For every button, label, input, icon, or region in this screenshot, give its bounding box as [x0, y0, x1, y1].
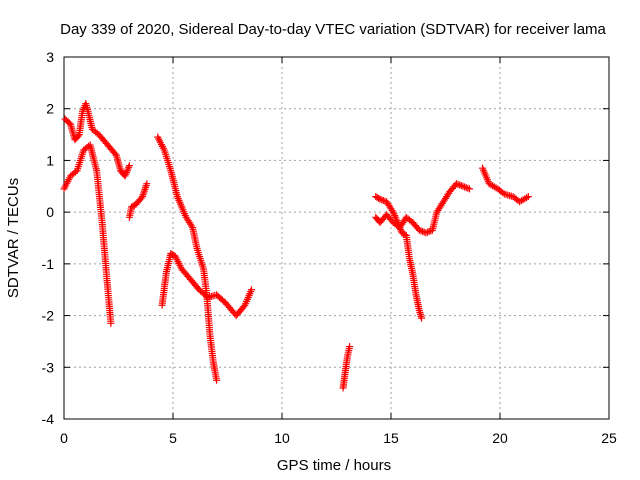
data-point: [456, 181, 464, 189]
y-tick-label: -2: [42, 308, 55, 324]
data-points: [60, 100, 532, 392]
data-point: [346, 343, 354, 351]
data-point: [123, 167, 131, 175]
data-point: [107, 319, 115, 327]
x-axis-label: GPS time / hours: [277, 457, 391, 474]
data-point: [247, 286, 255, 294]
data-point: [378, 196, 386, 204]
y-tick-label: -3: [42, 359, 55, 375]
y-tick-labels: -4 -3 -2 -1 0 1 2 3: [42, 49, 55, 427]
y-tick-label: 2: [46, 101, 54, 117]
data-point: [391, 212, 399, 220]
data-point: [524, 193, 532, 201]
data-point: [389, 208, 397, 216]
plot-frame: [63, 56, 610, 420]
y-tick-label: -1: [42, 256, 55, 272]
data-point: [464, 184, 472, 192]
axis-ticks: [63, 56, 610, 420]
x-tick-label: 5: [169, 430, 177, 446]
y-tick-label: 1: [46, 152, 54, 168]
data-point: [459, 182, 467, 190]
data-point: [390, 210, 398, 218]
x-tick-label: 20: [492, 430, 508, 446]
y-tick-label: 0: [46, 204, 54, 220]
data-point: [391, 213, 399, 221]
data-point: [375, 194, 383, 202]
data-point: [125, 162, 133, 170]
data-point: [462, 184, 470, 192]
x-tick-label: 15: [383, 430, 399, 446]
chart-title: Day 339 of 2020, Sidereal Day-to-day VTE…: [60, 21, 606, 38]
data-point: [379, 197, 387, 205]
data-point: [454, 180, 462, 188]
data-point: [425, 228, 433, 236]
x-tick-label: 0: [60, 430, 68, 446]
data-point: [452, 180, 460, 188]
x-tick-labels: 0 5 10 15 20 25: [60, 430, 617, 446]
data-point: [465, 185, 473, 193]
data-point: [418, 314, 426, 322]
data-point: [415, 226, 423, 234]
data-point: [74, 132, 82, 140]
data-point: [124, 165, 132, 173]
data-point: [376, 195, 384, 203]
data-point: [188, 222, 196, 230]
x-tick-label: 25: [601, 430, 617, 446]
data-point: [461, 183, 469, 191]
data-point: [121, 172, 129, 180]
x-tick-label: 10: [274, 430, 290, 446]
data-point: [143, 180, 151, 188]
grid: [64, 57, 609, 419]
data-point: [213, 376, 221, 384]
data-point: [422, 229, 430, 237]
data-point: [125, 163, 133, 171]
y-tick-label: -4: [42, 411, 55, 427]
data-point: [424, 228, 432, 236]
data-point: [122, 170, 130, 178]
data-point: [122, 168, 130, 176]
y-axis-label: SDTVAR / TECUs: [5, 178, 22, 298]
y-tick-label: 3: [46, 49, 54, 65]
data-point: [417, 227, 425, 235]
data-point: [419, 228, 427, 236]
data-point: [457, 182, 465, 190]
